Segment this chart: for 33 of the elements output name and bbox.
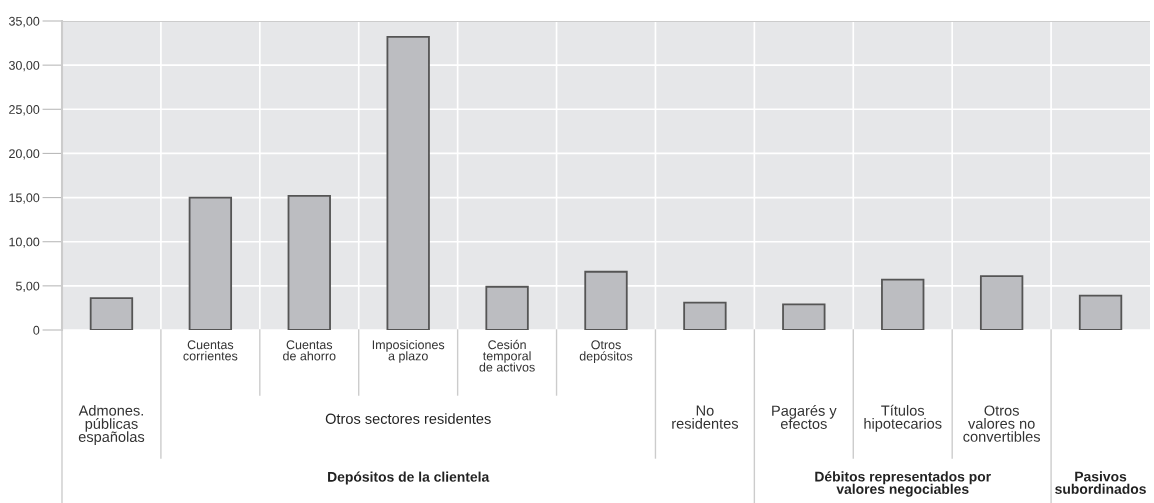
bar (188, 196, 233, 330)
text: Débitos representados por valores negociables (815, 471, 991, 497)
x-tick-label: Cuentas de ahorro (283, 340, 336, 361)
bar (683, 301, 727, 330)
y-tick-label: 10,00 (9, 237, 40, 248)
bar (287, 194, 331, 330)
x-tick-label: Pagarés y efectos (772, 405, 837, 429)
x-tick-label: No residentes (672, 405, 739, 429)
bar (881, 278, 925, 330)
x-tick-label: Cesión temporal de activos (479, 339, 535, 372)
x-tick-label: Otros valores no convertibles (963, 405, 1041, 442)
bar (89, 297, 134, 330)
y-tick-label: 30,00 (8, 60, 40, 72)
bar (782, 303, 826, 330)
y-tick-label: 0 (33, 325, 40, 335)
text: Pasivos subordinados (1055, 471, 1146, 494)
bar (1078, 294, 1123, 330)
x-tick-label: Imposiciones a plazo (372, 340, 445, 363)
y-tick-label: 25,00 (9, 105, 40, 116)
y-tick-label: 15,00 (9, 193, 40, 204)
text: Depósitos de la clientela (328, 471, 490, 485)
text: Otros sectores residentes (325, 413, 491, 424)
y-tick-label: 35,00 (8, 16, 40, 28)
bar (386, 35, 430, 330)
bar (584, 270, 628, 330)
y-tick-label: 5,00 (15, 281, 40, 292)
x-tick-label: Cuentas corrientes (183, 340, 238, 361)
x-tick-label: Títulos hipotecarios (864, 404, 942, 432)
bar (979, 275, 1024, 330)
x-tick-label: Admones. públicas españolas (78, 405, 145, 445)
x-tick-label: Otros depósitos (579, 340, 633, 363)
y-tick-label: 20,00 (9, 149, 40, 160)
bar (485, 285, 529, 330)
